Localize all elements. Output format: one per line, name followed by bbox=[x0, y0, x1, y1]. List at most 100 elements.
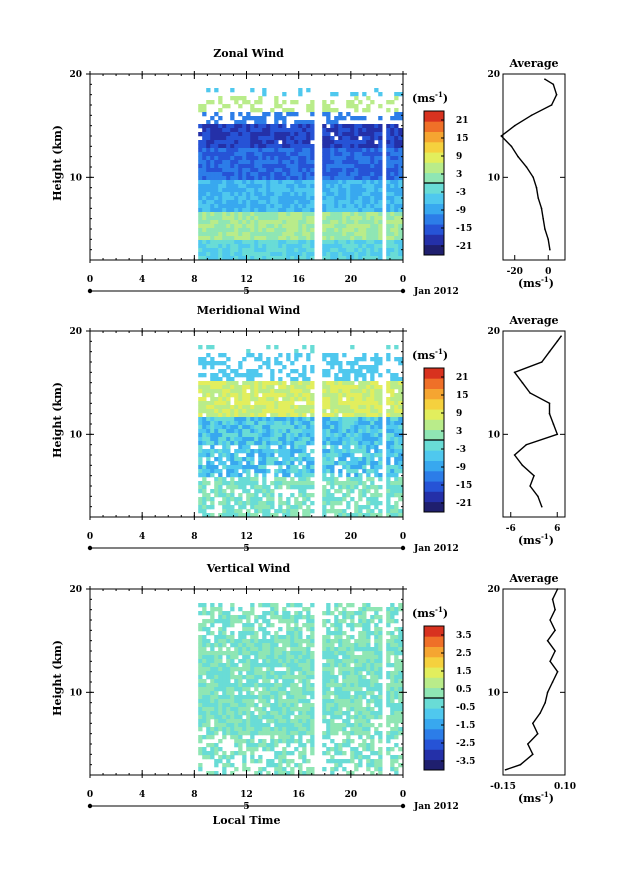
heatmap-cell bbox=[350, 643, 355, 648]
heatmap-cell bbox=[386, 216, 391, 221]
heatmap-cell bbox=[282, 429, 287, 434]
heatmap-cell bbox=[374, 687, 379, 692]
heatmap-cell bbox=[274, 96, 279, 101]
heatmap-cell bbox=[214, 489, 219, 494]
heatmap-cell bbox=[230, 220, 235, 225]
heatmap-cell bbox=[310, 156, 315, 161]
heatmap-cell bbox=[214, 361, 219, 366]
heatmap-cell bbox=[258, 449, 263, 454]
heatmap-cell bbox=[246, 651, 251, 656]
heatmap-cell bbox=[222, 389, 227, 394]
heatmap-cell bbox=[386, 465, 391, 470]
heatmap-cell bbox=[326, 144, 331, 149]
heatmap-cell bbox=[222, 220, 227, 225]
heatmap-cell bbox=[210, 501, 215, 506]
heatmap-cell bbox=[374, 497, 379, 502]
heatmap-cell bbox=[254, 188, 259, 193]
heatmap-cell bbox=[362, 180, 367, 185]
heatmap-cell bbox=[394, 707, 399, 712]
heatmap-cell bbox=[354, 212, 359, 217]
heatmap-cell bbox=[354, 401, 359, 406]
heatmap-cell bbox=[302, 429, 307, 434]
heatmap-cell bbox=[274, 140, 279, 145]
heatmap-cell bbox=[326, 188, 331, 193]
heatmap-cell bbox=[306, 204, 311, 209]
heatmap-cell bbox=[370, 248, 375, 253]
heatmap-cell bbox=[386, 607, 391, 612]
heatmap-cell bbox=[234, 148, 239, 153]
heatmap-cell bbox=[350, 675, 355, 680]
heatmap-cell bbox=[238, 244, 243, 249]
heatmap-cell bbox=[238, 631, 243, 636]
heatmap-cell bbox=[242, 180, 247, 185]
heatmap-cell bbox=[250, 397, 255, 402]
heatmap-cell bbox=[302, 425, 307, 430]
heatmap-cell bbox=[262, 429, 267, 434]
heatmap-cell bbox=[222, 184, 227, 189]
heatmap-cell bbox=[218, 100, 223, 105]
heatmap-cell bbox=[370, 168, 375, 173]
heatmap-cell bbox=[346, 208, 351, 213]
heatmap-cell bbox=[350, 425, 355, 430]
heatmap-cell bbox=[358, 493, 363, 498]
heatmap-cell bbox=[358, 220, 363, 225]
heatmap-cell bbox=[266, 160, 271, 165]
heatmap-cell bbox=[334, 248, 339, 253]
heatmap-cell bbox=[346, 643, 351, 648]
heatmap-cell bbox=[342, 184, 347, 189]
heatmap-cell bbox=[250, 671, 255, 676]
heatmap-cell bbox=[346, 180, 351, 185]
heatmap-cell bbox=[250, 104, 255, 109]
heatmap-cell bbox=[322, 437, 327, 442]
heatmap-cell bbox=[370, 485, 375, 490]
heatmap-cell bbox=[202, 719, 207, 724]
heatmap-cell bbox=[326, 140, 331, 145]
heatmap-cell bbox=[370, 132, 375, 137]
heatmap-cell bbox=[238, 124, 243, 129]
heatmap-cell bbox=[338, 172, 343, 177]
heatmap-cell bbox=[338, 164, 343, 169]
heatmap-cell bbox=[386, 485, 391, 490]
heatmap-cell bbox=[342, 723, 347, 728]
heatmap-cell bbox=[226, 140, 231, 145]
heatmap-cell bbox=[326, 695, 331, 700]
heatmap-cell bbox=[254, 385, 259, 390]
heatmap-cell bbox=[390, 429, 395, 434]
heatmap-cell bbox=[246, 707, 251, 712]
heatmap-cell bbox=[258, 639, 263, 644]
heatmap-cell bbox=[334, 256, 339, 261]
heatmap-cell bbox=[206, 184, 211, 189]
heatmap-cell bbox=[274, 655, 279, 660]
heatmap-cell bbox=[310, 128, 315, 133]
heatmap-cell bbox=[202, 361, 207, 366]
heatmap-cell bbox=[250, 116, 255, 121]
heatmap-cell bbox=[390, 156, 395, 161]
heatmap-cell bbox=[366, 505, 371, 510]
heatmap-cell bbox=[222, 204, 227, 209]
heatmap-cell bbox=[266, 421, 271, 426]
heatmap-cell bbox=[270, 493, 275, 498]
heatmap-cell bbox=[386, 228, 391, 233]
heatmap-cell bbox=[242, 385, 247, 390]
heatmap-cell bbox=[294, 473, 299, 478]
heatmap-cell bbox=[262, 437, 267, 442]
heatmap-cell bbox=[198, 108, 203, 113]
heatmap-cell bbox=[398, 687, 403, 692]
heatmap-cell bbox=[282, 615, 287, 620]
heatmap-cell bbox=[246, 148, 251, 153]
heatmap-cell bbox=[222, 256, 227, 261]
heatmap-cell bbox=[266, 212, 271, 217]
heatmap-cell bbox=[206, 473, 211, 478]
heatmap-cell bbox=[310, 509, 315, 514]
heatmap-cell bbox=[262, 619, 267, 624]
heatmap-cell bbox=[214, 224, 219, 229]
heatmap-cell bbox=[306, 699, 311, 704]
profile-point bbox=[542, 217, 544, 220]
heatmap-cell bbox=[298, 393, 303, 398]
heatmap-cell bbox=[214, 687, 219, 692]
heatmap-cell bbox=[362, 413, 367, 418]
heatmap-cell bbox=[270, 489, 275, 494]
heatmap-cell bbox=[310, 465, 315, 470]
heatmap-cell bbox=[214, 723, 219, 728]
heatmap-cell bbox=[198, 184, 203, 189]
